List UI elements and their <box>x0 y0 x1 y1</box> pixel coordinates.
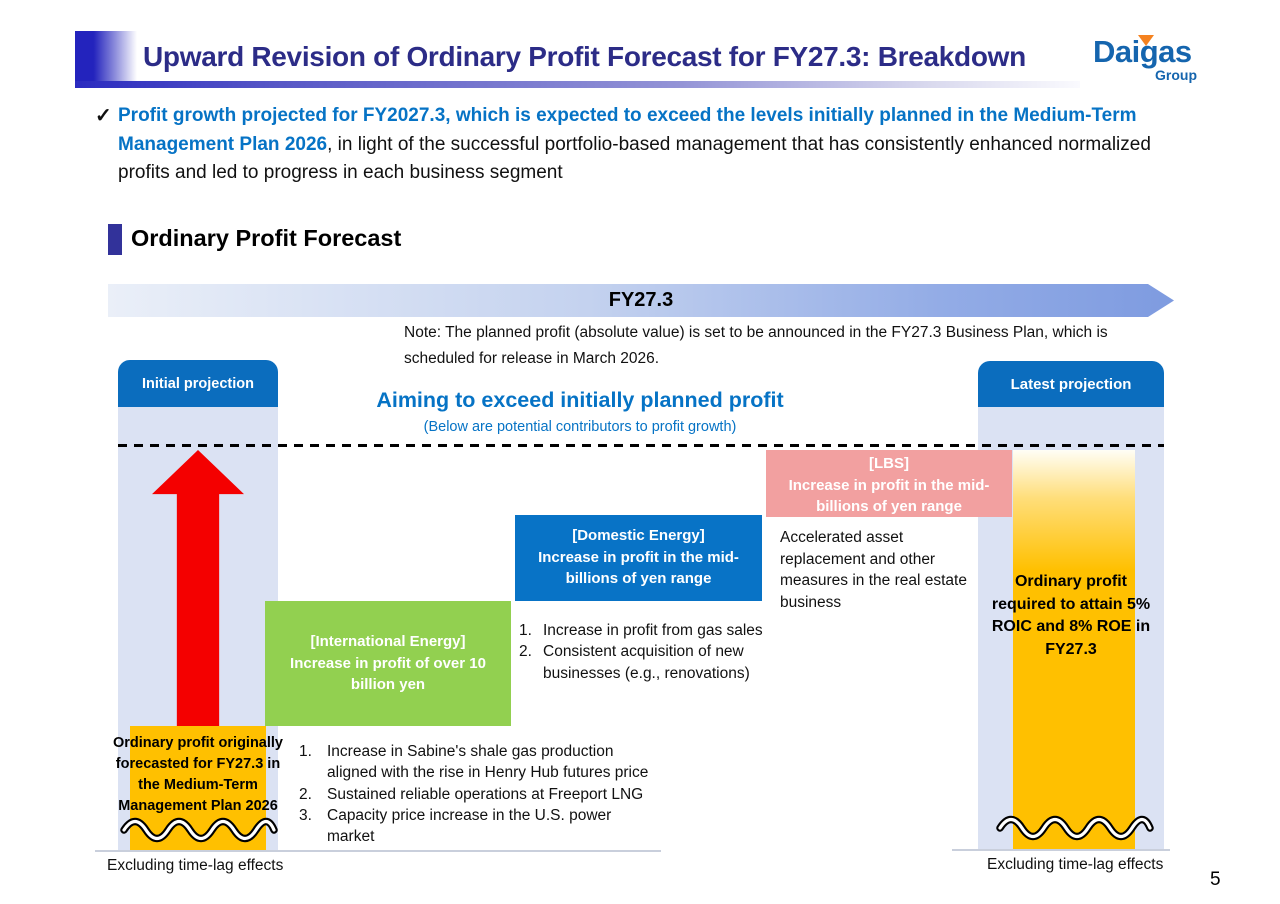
list-item-text: Increase in Sabine's shale gas productio… <box>327 743 649 782</box>
latest-profit-bar-label: Ordinary profit required to attain 5% RO… <box>991 573 1151 658</box>
list-item-text: Sustained reliable operations at Freepor… <box>327 785 644 803</box>
domestic-energy-box: [Domestic Energy] Increase in profit in … <box>515 515 762 601</box>
excluding-note-left: Excluding time-lag effects <box>107 857 284 874</box>
list-item: 3. Capacity price increase in the U.S. p… <box>299 805 679 848</box>
list-item: 2. Sustained reliable operations at Free… <box>299 784 679 805</box>
list-item: 1. Increase in profit from gas sales <box>519 620 789 641</box>
title-underline <box>75 81 1080 88</box>
list-item-text: Consistent acquisition of new businesses… <box>543 643 750 682</box>
list-item-number: 1. <box>519 622 532 639</box>
checkmark-icon: ✓ <box>95 105 112 127</box>
initial-projection-header: Initial projection <box>118 360 278 407</box>
summary-rest: , in light of the successful portfolio-b… <box>118 133 1151 184</box>
section-title: Ordinary Profit Forecast <box>131 225 402 251</box>
international-energy-box: [International Energy] Increase in profi… <box>265 601 511 726</box>
break-wave-icon <box>120 817 278 843</box>
international-energy-list: 1. Increase in Sabine's shale gas produc… <box>299 741 679 847</box>
list-item: 1. Increase in Sabine's shale gas produc… <box>299 741 679 784</box>
list-item-text: Increase in profit from gas sales <box>543 622 763 639</box>
lbs-tag: [LBS] <box>869 455 909 472</box>
domestic-energy-list: 1. Increase in profit from gas sales 2. … <box>519 620 789 684</box>
right-baseline <box>952 849 1170 851</box>
title-accent-block <box>75 31 137 81</box>
domestic-energy-tag: [Domestic Energy] <box>572 527 705 544</box>
logo-sub-text: Group <box>1155 67 1197 83</box>
lbs-note: Accelerated asset replacement and other … <box>780 529 967 611</box>
list-item: 2. Consistent acquisition of new busines… <box>519 641 789 684</box>
list-item-number: 3. <box>299 806 312 824</box>
left-baseline <box>95 850 661 852</box>
list-item-number: 1. <box>299 743 312 760</box>
page-title: Upward Revision of Ordinary Profit Forec… <box>143 41 1026 72</box>
initial-profit-bar-label: Ordinary profit originally forecasted fo… <box>113 735 283 814</box>
daigas-logo: Daigas Group <box>1093 34 1223 86</box>
target-dashed-line <box>118 444 1164 447</box>
list-item-number: 2. <box>519 643 532 661</box>
list-item-number: 2. <box>299 785 312 803</box>
international-energy-tag: [International Energy] <box>310 633 466 650</box>
excluding-note-right: Excluding time-lag effects <box>987 856 1164 873</box>
latest-profit-bar <box>1013 450 1135 851</box>
target-subtitle: (Below are potential contributors to pro… <box>423 419 737 435</box>
lbs-box: [LBS] Increase in profit in the mid-bill… <box>766 450 1012 517</box>
lbs-label: Increase in profit in the mid-billions o… <box>788 476 990 516</box>
international-energy-label: Increase in profit of over 10 billion ye… <box>290 654 486 694</box>
initial-profit-bar <box>130 726 266 852</box>
latest-projection-header: Latest projection <box>978 361 1164 407</box>
page-number: 5 <box>1210 869 1221 890</box>
banner-label: FY27.3 <box>608 289 674 311</box>
summary-paragraph: Profit growth projected for FY2027.3, wh… <box>118 102 1190 188</box>
section-bullet <box>108 224 122 255</box>
list-item-text: Capacity price increase in the U.S. powe… <box>327 806 612 846</box>
domestic-energy-label: Increase in profit in the mid-billions o… <box>538 548 739 588</box>
target-title: Aiming to exceed initially planned profi… <box>376 388 784 412</box>
fy-timeline-arrow-banner: FY27.3 <box>108 284 1174 317</box>
break-wave-icon <box>996 815 1154 841</box>
logo-triangle-icon <box>1138 35 1154 46</box>
note-text: Note: The planned profit (absolute value… <box>404 324 1108 367</box>
summary-highlight: Profit growth projected for FY2027.3, wh… <box>118 105 1137 155</box>
